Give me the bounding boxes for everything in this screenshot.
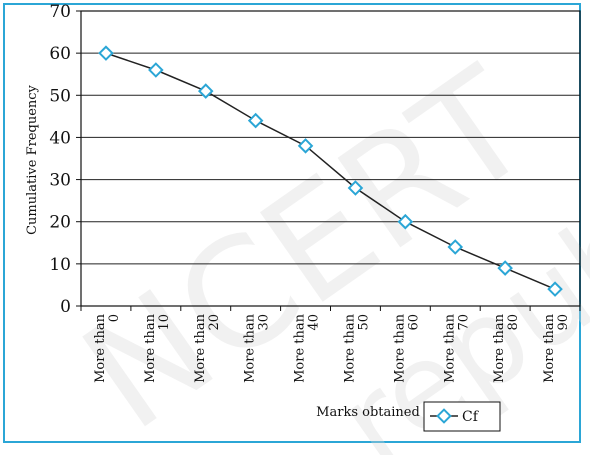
y-tick-label-30: 30 — [49, 171, 71, 191]
x-tick-label-9-line-1: 90 — [556, 314, 571, 331]
x-tick-label-3-line-0: More than — [243, 313, 258, 383]
grid-lines — [81, 52, 580, 265]
plot-area-border — [80, 10, 581, 307]
data-point-1 — [148, 62, 164, 78]
x-tick-label-5-line-1: 50 — [356, 314, 371, 331]
x-tick-label-0-line-1: 0 — [107, 314, 122, 322]
x-axis-label: Marks obtained — [316, 405, 420, 420]
x-tick-label-4-line-0: More than — [293, 313, 308, 383]
x-tick-label-8-line-0: More than — [492, 313, 507, 383]
y-axis-label: Cumulative Frequency — [25, 84, 40, 234]
x-tick-label-2-line-1: 20 — [207, 314, 222, 331]
y-tick-label-60: 60 — [49, 44, 71, 64]
legend-marker-icon — [436, 408, 452, 424]
x-tick-label-4-line-1: 40 — [307, 314, 322, 331]
series-line-cf — [105, 52, 556, 290]
x-tick-label-2-line-0: More than — [193, 313, 208, 383]
x-tick-label-1-line-0: More than — [143, 313, 158, 383]
watermark: NCERT republished — [54, 0, 590, 455]
x-tick-label-7-line-0: More than — [442, 313, 457, 383]
x-tick-label-8-line-1: 80 — [506, 314, 521, 331]
y-tick-label-40: 40 — [49, 128, 71, 148]
x-tick-label-9-line-0: More than — [542, 313, 557, 383]
series-markers-cf — [98, 45, 563, 297]
y-tick-label-20: 20 — [49, 213, 71, 233]
legend-label: Cf — [462, 409, 480, 425]
x-tick-label-1-line-1: 10 — [157, 314, 172, 331]
x-tick-label-0-line-0: More than — [93, 313, 108, 383]
x-tick-label-5-line-0: More than — [342, 313, 357, 383]
data-point-3 — [247, 112, 264, 129]
data-point-5 — [347, 180, 364, 196]
y-tick-label-70: 70 — [49, 2, 71, 22]
y-tick-label-0: 0 — [60, 297, 71, 317]
data-point-7 — [447, 239, 464, 255]
data-point-6 — [397, 213, 414, 230]
data-point-2 — [197, 83, 214, 99]
y-tick-label-10: 10 — [49, 255, 71, 275]
y-tick-label-50: 50 — [49, 86, 71, 106]
x-tick-label-3-line-1: 30 — [257, 314, 272, 331]
data-point-8 — [497, 260, 513, 276]
x-axis-ticks: More than 0 More than 10 More than 20 More tha… — [80, 306, 581, 383]
x-tick-label-7-line-1: 70 — [456, 314, 471, 331]
y-axis-ticks: 0 10 20 30 40 50 60 70 — [49, 2, 81, 317]
data-point-4 — [297, 138, 314, 154]
data-point-9 — [547, 281, 563, 297]
x-tick-label-6-line-1: 60 — [406, 314, 421, 331]
legend: Cf — [423, 401, 501, 432]
x-tick-label-6-line-0: More than — [392, 313, 407, 383]
data-point-0 — [98, 45, 114, 61]
